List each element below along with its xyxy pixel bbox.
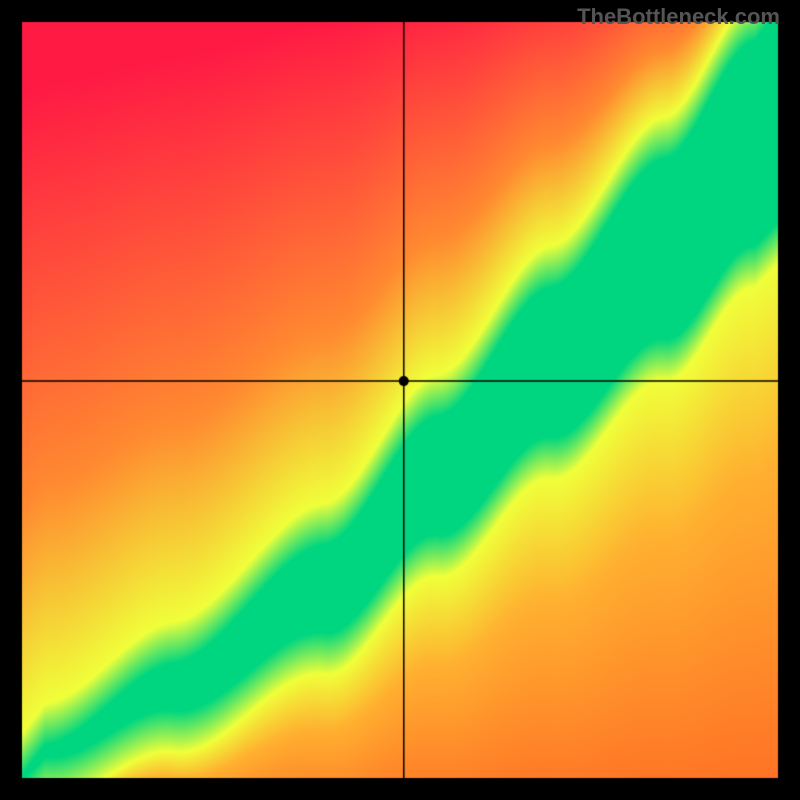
chart-container: TheBottleneck.com bbox=[0, 0, 800, 800]
heatmap-chart bbox=[0, 0, 800, 800]
watermark-text: TheBottleneck.com bbox=[577, 4, 780, 30]
heatmap-canvas bbox=[0, 0, 800, 800]
